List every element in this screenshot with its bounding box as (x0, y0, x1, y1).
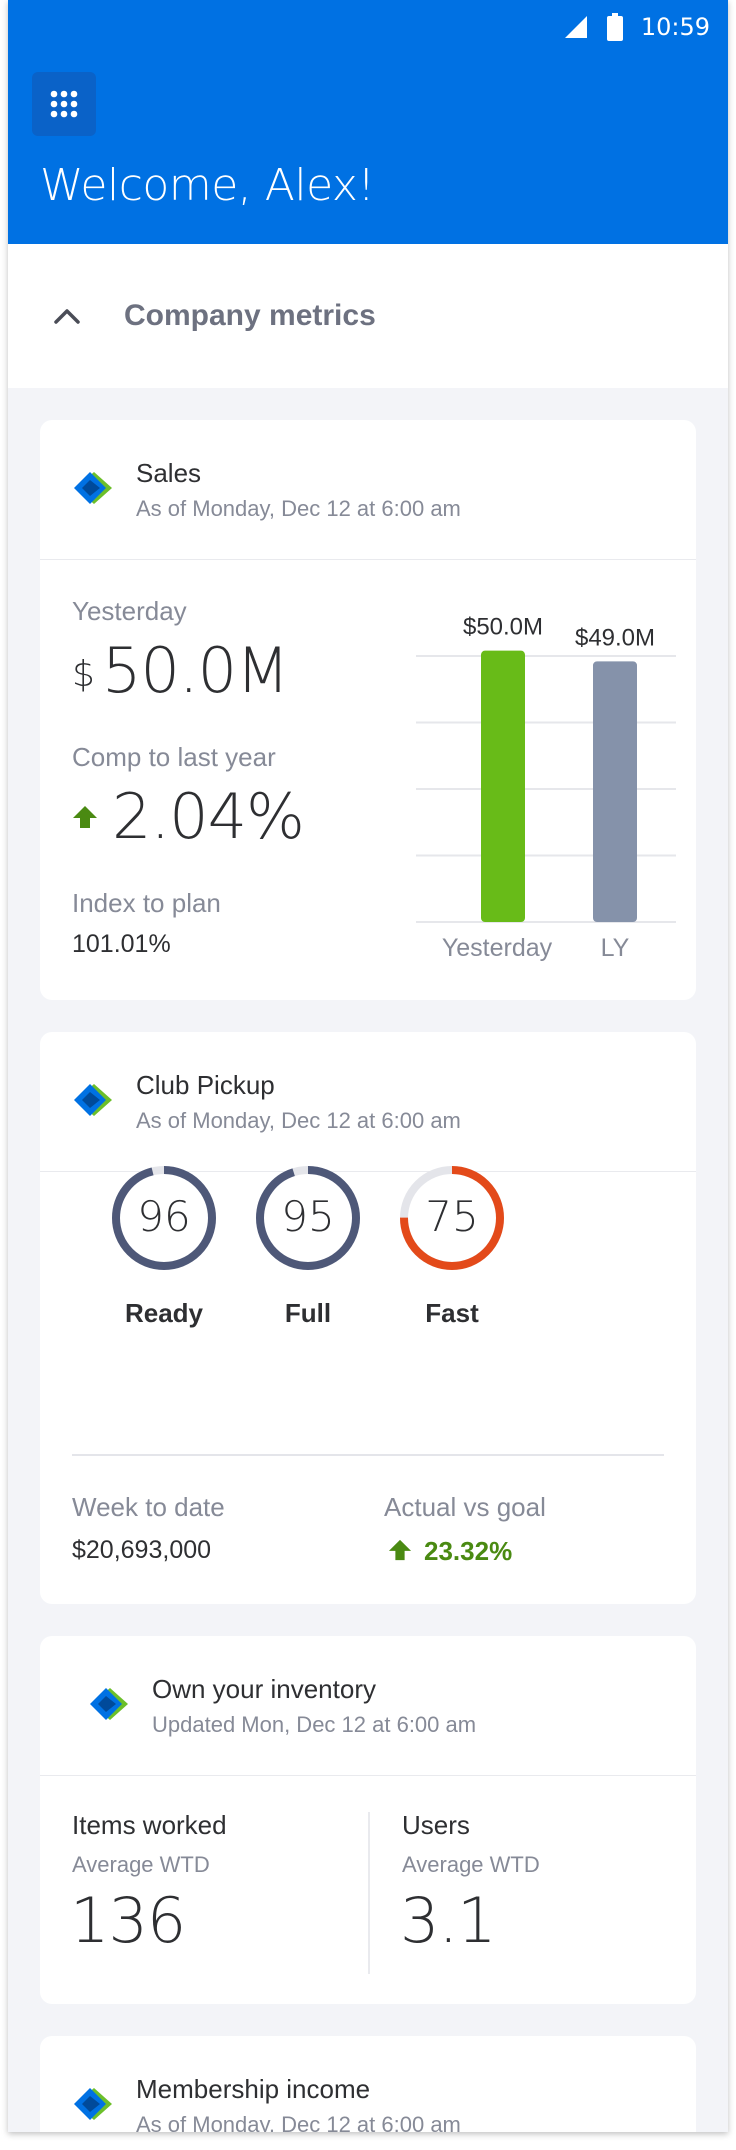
membership-subtitle: As of Monday, Dec 12 at 6:00 am (136, 2112, 461, 2132)
gauge-fast-value: 75 (425, 1192, 479, 1241)
inventory-divider (368, 1812, 370, 1974)
phone-screen: 10:59 Welcome, Alex! Company metrics Sal… (8, 0, 728, 2132)
gauge-divider (72, 1454, 664, 1456)
comp-label: Comp to last year (72, 742, 276, 772)
inventory-header: Own your inventory Updated Mon, Dec 12 a… (40, 1636, 696, 1776)
gauge-ready-label: Ready (124, 1298, 204, 1328)
club-pickup-card[interactable]: Club Pickup As of Monday, Dec 12 at 6:00… (40, 1032, 696, 1604)
inventory-title: Own your inventory (152, 1674, 376, 1704)
inventory-subtitle: Updated Mon, Dec 12 at 6:00 am (152, 1712, 477, 1737)
gauge-full-ring (256, 1166, 360, 1270)
gauge-progress (400, 1166, 504, 1270)
gauge-ready-ring (112, 1166, 216, 1270)
membership-title: Membership income (136, 2074, 371, 2104)
arrow-up-icon (73, 806, 97, 828)
chart-value-label: $49.0M (575, 624, 655, 651)
actual-vs-goal-label: Actual vs goal (384, 1492, 546, 1522)
welcome-title: Welcome, Alex! (40, 160, 375, 211)
signal-icon (564, 16, 587, 38)
items-worked-value: 136 (70, 1884, 186, 1957)
gauge-full-value: 95 (281, 1192, 335, 1241)
membership-card[interactable]: Membership income As of Monday, Dec 12 a… (40, 2036, 696, 2132)
sales-card-header: Sales As of Monday, Dec 12 at 6:00 am (40, 420, 696, 560)
arrow-up-icon (388, 1539, 412, 1561)
club-pickup-subtitle: As of Monday, Dec 12 at 6:00 am (136, 1108, 461, 1133)
yesterday-value: 50.0M (102, 634, 290, 707)
section-title: Company metrics (124, 299, 376, 332)
users-label: Users (402, 1810, 470, 1840)
company-logo-icon (74, 1084, 112, 1116)
gauge-fast-ring (400, 1166, 504, 1270)
users-value: 3.1 (400, 1884, 497, 1957)
club-pickup-title: Club Pickup (136, 1070, 275, 1100)
yesterday-label: Yesterday (72, 596, 187, 626)
company-logo-icon (74, 472, 112, 504)
chart-category-label: Yesterday (442, 934, 553, 962)
company-metrics-toggle[interactable]: Company metrics (8, 244, 728, 388)
chart-bar-yesterday[interactable] (481, 650, 525, 922)
gauge-full-label: Full (284, 1298, 332, 1328)
membership-header: Membership income As of Monday, Dec 12 a… (40, 2036, 696, 2132)
gauge-progress (112, 1166, 216, 1270)
chart-category-label: LY (601, 934, 630, 962)
sales-title: Sales (136, 458, 202, 488)
sales-subtitle: As of Monday, Dec 12 at 6:00 am (136, 496, 461, 521)
chart-value-label: $50.0M (463, 614, 543, 641)
sales-bar-chart: $50.0M Yesterday $49.0M LY (416, 614, 676, 962)
company-logo-icon (90, 1688, 128, 1720)
club-pickup-header: Club Pickup As of Monday, Dec 12 at 6:00… (40, 1032, 696, 1172)
app-header: 10:59 Welcome, Alex! (8, 0, 728, 244)
status-bar: 10:59 (563, 12, 710, 42)
wtd-value: $20,693,000 (72, 1536, 212, 1564)
gauge-ready-value: 96 (137, 1192, 191, 1241)
yesterday-currency: $ (72, 654, 95, 695)
company-logo-icon (74, 2088, 112, 2120)
actual-vs-goal-value: 23.32% (424, 1536, 513, 1566)
chart-bar-ly[interactable] (593, 661, 637, 922)
index-value: 101.01% (72, 930, 171, 958)
inventory-card[interactable]: Own your inventory Updated Mon, Dec 12 a… (40, 1636, 696, 2004)
apps-grid-icon (50, 90, 78, 118)
index-label: Index to plan (72, 888, 221, 918)
status-time: 10:59 (640, 13, 710, 41)
items-worked-label: Items worked (72, 1810, 227, 1840)
sales-card[interactable]: Sales As of Monday, Dec 12 at 6:00 am Ye… (40, 420, 696, 1000)
battery-icon (606, 13, 623, 41)
chevron-up-icon (54, 309, 80, 324)
comp-value: 2.04% (112, 780, 305, 853)
gauge-fast-label: Fast (425, 1298, 479, 1328)
apps-menu-button[interactable] (32, 72, 96, 136)
wtd-label: Week to date (72, 1492, 225, 1522)
users-sub: Average WTD (402, 1852, 540, 1877)
gauge-progress (256, 1166, 360, 1270)
items-worked-sub: Average WTD (72, 1852, 210, 1877)
